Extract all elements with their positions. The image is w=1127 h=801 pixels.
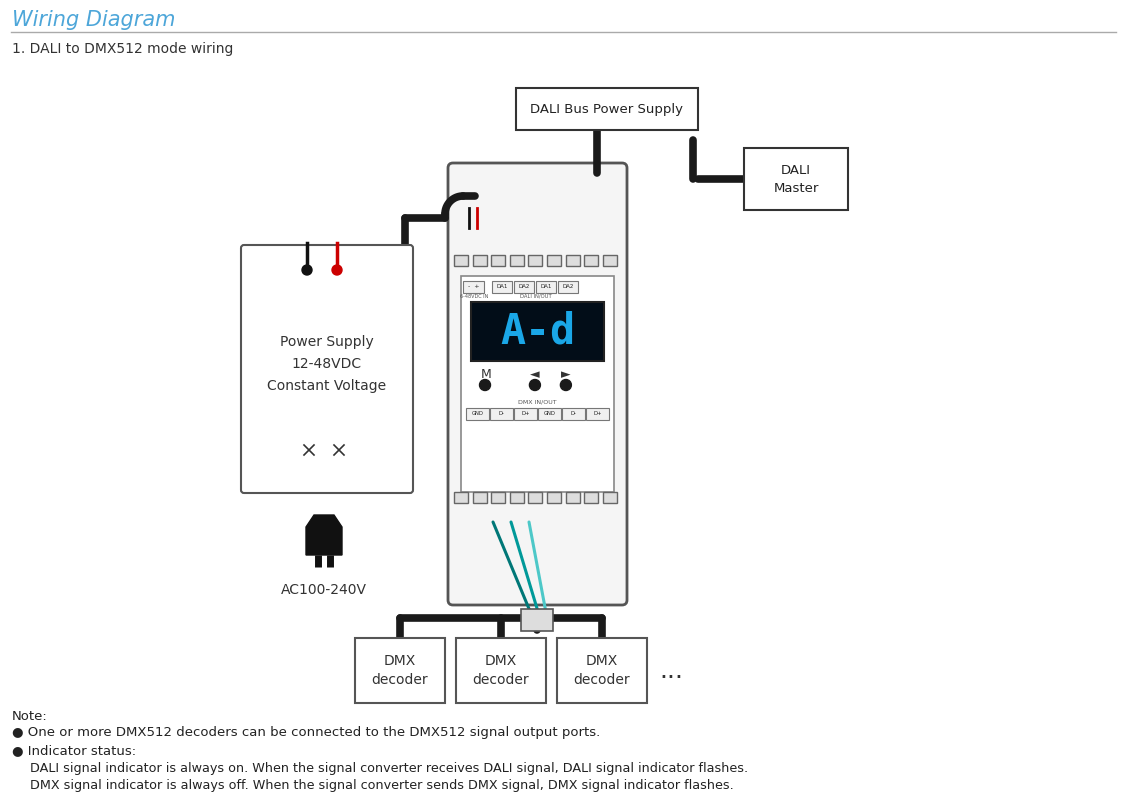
- Text: ● Indicator status:: ● Indicator status:: [12, 744, 136, 757]
- Text: D+: D+: [522, 411, 530, 416]
- FancyBboxPatch shape: [509, 492, 524, 503]
- FancyBboxPatch shape: [491, 492, 505, 503]
- Text: -  +: - +: [468, 284, 480, 289]
- FancyBboxPatch shape: [490, 408, 513, 420]
- Text: GND: GND: [543, 411, 556, 416]
- Text: DALI
Master: DALI Master: [773, 163, 818, 195]
- FancyBboxPatch shape: [471, 302, 604, 361]
- FancyBboxPatch shape: [491, 255, 505, 266]
- Circle shape: [332, 265, 341, 275]
- FancyBboxPatch shape: [472, 492, 487, 503]
- FancyBboxPatch shape: [463, 280, 485, 292]
- FancyBboxPatch shape: [603, 492, 616, 503]
- FancyBboxPatch shape: [566, 492, 579, 503]
- Text: ►: ►: [561, 368, 570, 381]
- Text: DA1: DA1: [497, 284, 508, 289]
- FancyBboxPatch shape: [355, 638, 445, 703]
- Text: DALI IN/OUT: DALI IN/OUT: [520, 294, 551, 299]
- Text: AC100-240V: AC100-240V: [281, 583, 367, 597]
- FancyBboxPatch shape: [492, 280, 513, 292]
- FancyBboxPatch shape: [529, 492, 542, 503]
- Text: DA2: DA2: [562, 284, 574, 289]
- Text: DMX signal indicator is always off. When the signal converter sends DMX signal, : DMX signal indicator is always off. When…: [30, 779, 734, 792]
- FancyBboxPatch shape: [515, 280, 534, 292]
- Text: Note:: Note:: [12, 710, 47, 723]
- FancyBboxPatch shape: [454, 492, 468, 503]
- Text: ...: ...: [659, 658, 683, 682]
- FancyBboxPatch shape: [586, 408, 609, 420]
- FancyBboxPatch shape: [536, 280, 557, 292]
- Text: DMX IN/OUT: DMX IN/OUT: [518, 399, 557, 404]
- FancyBboxPatch shape: [559, 280, 578, 292]
- Circle shape: [530, 380, 541, 391]
- FancyBboxPatch shape: [744, 148, 848, 210]
- Text: D-: D-: [498, 411, 505, 416]
- Text: Power Supply
12-48VDC
Constant Voltage: Power Supply 12-48VDC Constant Voltage: [267, 336, 387, 392]
- Text: DA1: DA1: [541, 284, 552, 289]
- FancyBboxPatch shape: [472, 255, 487, 266]
- Text: DMX
decoder: DMX decoder: [372, 654, 428, 687]
- Text: 1. DALI to DMX512 mode wiring: 1. DALI to DMX512 mode wiring: [12, 42, 233, 56]
- Text: GND: GND: [471, 411, 483, 416]
- Text: A-d: A-d: [500, 311, 575, 352]
- Text: ◄: ◄: [530, 368, 540, 381]
- Text: 6-48VDC IN: 6-48VDC IN: [460, 294, 488, 299]
- FancyBboxPatch shape: [547, 255, 561, 266]
- FancyBboxPatch shape: [454, 255, 468, 266]
- FancyBboxPatch shape: [585, 255, 598, 266]
- Text: Wiring Diagram: Wiring Diagram: [12, 10, 176, 30]
- Text: D+: D+: [593, 411, 602, 416]
- Text: D-: D-: [570, 411, 576, 416]
- FancyBboxPatch shape: [562, 408, 585, 420]
- FancyBboxPatch shape: [529, 255, 542, 266]
- Text: DA2: DA2: [518, 284, 530, 289]
- Polygon shape: [307, 515, 341, 555]
- FancyBboxPatch shape: [465, 408, 489, 420]
- FancyBboxPatch shape: [547, 492, 561, 503]
- Circle shape: [302, 265, 312, 275]
- FancyBboxPatch shape: [241, 245, 412, 493]
- Text: DMX
decoder: DMX decoder: [574, 654, 630, 687]
- Text: DALI Bus Power Supply: DALI Bus Power Supply: [531, 103, 683, 115]
- Text: DALI signal indicator is always on. When the signal converter receives DALI sign: DALI signal indicator is always on. When…: [30, 762, 748, 775]
- FancyBboxPatch shape: [603, 255, 616, 266]
- Text: ● One or more DMX512 decoders can be connected to the DMX512 signal output ports: ● One or more DMX512 decoders can be con…: [12, 726, 601, 739]
- FancyBboxPatch shape: [514, 408, 536, 420]
- Text: M: M: [481, 368, 491, 381]
- FancyBboxPatch shape: [522, 609, 553, 631]
- FancyBboxPatch shape: [538, 408, 561, 420]
- Text: DMX
decoder: DMX decoder: [472, 654, 530, 687]
- FancyBboxPatch shape: [461, 276, 614, 492]
- Circle shape: [560, 380, 571, 391]
- FancyBboxPatch shape: [456, 638, 545, 703]
- FancyBboxPatch shape: [509, 255, 524, 266]
- FancyBboxPatch shape: [449, 163, 627, 605]
- FancyBboxPatch shape: [516, 88, 698, 130]
- FancyBboxPatch shape: [566, 255, 579, 266]
- Circle shape: [479, 380, 490, 391]
- FancyBboxPatch shape: [585, 492, 598, 503]
- FancyBboxPatch shape: [557, 638, 647, 703]
